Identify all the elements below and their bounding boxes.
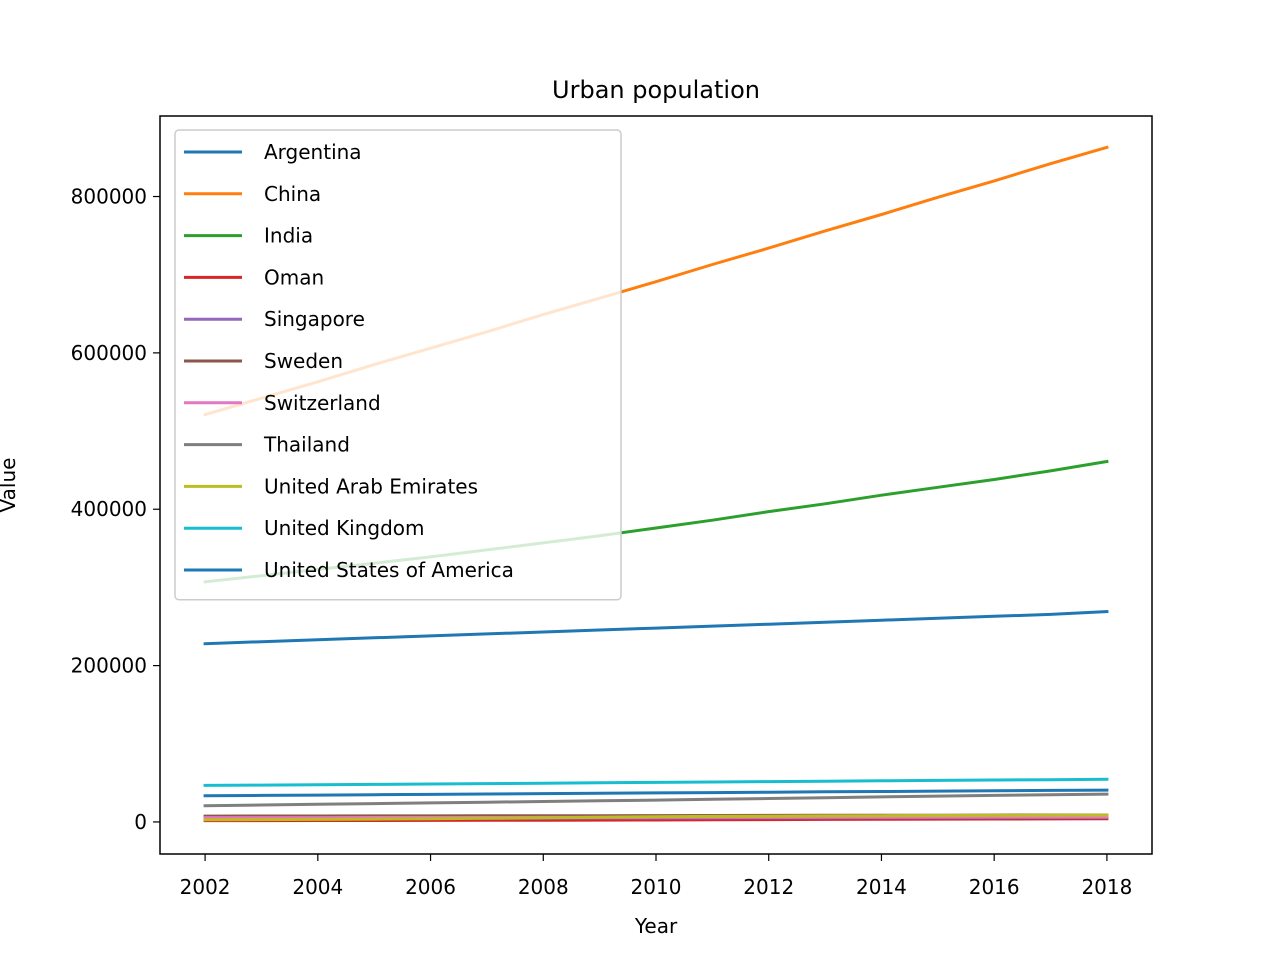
plot-frame: [159, 115, 1153, 855]
legend-label: Sweden: [264, 349, 343, 373]
legend-label: Oman: [264, 265, 324, 289]
x-tick-label: 2010: [631, 875, 682, 899]
x-tick-label: 2006: [405, 875, 456, 899]
y-tick-label: 0: [134, 810, 147, 834]
x-tick-label: 2016: [969, 875, 1020, 899]
x-tick-label: 2014: [856, 875, 907, 899]
y-axis-ticks: 0 200000 400000 600000 800000: [71, 185, 160, 834]
series-line-10: [203, 610, 1109, 646]
legend-label: India: [264, 224, 313, 248]
legend: Argentina China India Oman Singapore Sweden Sw…: [174, 129, 622, 601]
x-tick-label: 2018: [1081, 875, 1132, 899]
legend-label: United Kingdom: [264, 516, 425, 540]
x-tick-label: 2002: [180, 875, 231, 899]
x-tick-label: 2012: [743, 875, 794, 899]
legend-label: United States of America: [264, 558, 514, 582]
y-axis-label: Value: [0, 458, 20, 513]
series-line-9: [203, 777, 1109, 787]
legend-label: Thailand: [263, 433, 350, 457]
y-tick-label: 200000: [71, 654, 147, 678]
series-line-0: [203, 788, 1109, 798]
legend-label: China: [264, 182, 321, 206]
legend-label: Argentina: [264, 140, 362, 164]
x-axis-label: Year: [634, 914, 678, 938]
x-axis-ticks: 2002 2004 2006 2008 2010 2012 2014 2016 2018: [180, 854, 1132, 899]
x-tick-label: 2004: [292, 875, 343, 899]
y-tick-label: 800000: [71, 185, 147, 209]
y-tick-label: 400000: [71, 497, 147, 521]
legend-box: [174, 129, 622, 601]
series-line-7: [203, 792, 1109, 808]
legend-label: Switzerland: [264, 391, 381, 415]
legend-label: United Arab Emirates: [264, 474, 478, 498]
y-tick-label: 600000: [71, 341, 147, 365]
series-line-8: [203, 813, 1109, 822]
legend-label: Singapore: [264, 307, 365, 331]
chart-title: Urban population: [552, 76, 760, 104]
x-tick-label: 2008: [518, 875, 569, 899]
